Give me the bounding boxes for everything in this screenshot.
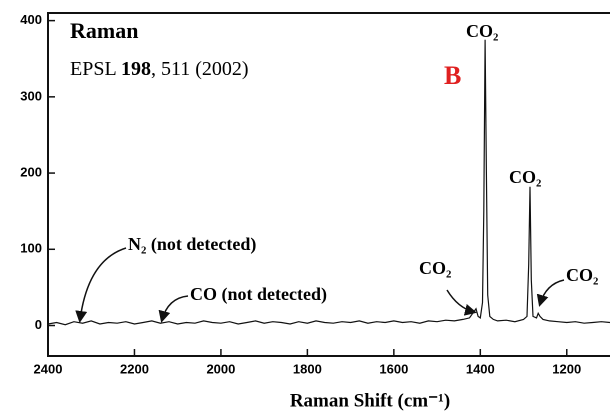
x-tick-label: 2200 xyxy=(120,361,149,376)
label-title: Raman xyxy=(70,18,138,43)
annotation: CO (not detected) xyxy=(190,284,327,305)
x-tick-label: 2400 xyxy=(34,361,63,376)
x-tick-label: 1400 xyxy=(466,361,495,376)
annotation: CO₂ xyxy=(566,265,598,285)
arrow xyxy=(75,247,127,323)
y-tick-label: 100 xyxy=(20,241,42,256)
x-tick-label: 2000 xyxy=(206,361,235,376)
x-tick-label: 1800 xyxy=(293,361,322,376)
spectrum-line xyxy=(47,39,610,326)
x-tick-label: 1200 xyxy=(552,361,581,376)
annotation: N₂ (not detected) xyxy=(128,234,256,255)
y-tick-label: 200 xyxy=(20,165,42,180)
annotation: CO₂ xyxy=(419,258,451,278)
arrow xyxy=(536,279,565,307)
plot-frame xyxy=(47,12,610,357)
arrow xyxy=(158,295,189,323)
y-tick-label: 0 xyxy=(35,317,42,332)
reference: EPSL 198, 511 (2002) xyxy=(70,58,249,80)
y-tick-label: 400 xyxy=(20,12,42,27)
annotation: CO₂ xyxy=(509,167,541,187)
arrow xyxy=(446,289,477,316)
x-axis-title: Raman Shift (cm⁻¹) xyxy=(290,390,450,411)
panel-label: B xyxy=(444,61,461,90)
x-tick-label: 1600 xyxy=(379,361,408,376)
y-tick-label: 300 xyxy=(20,88,42,103)
annotation: CO₂ xyxy=(466,21,498,41)
